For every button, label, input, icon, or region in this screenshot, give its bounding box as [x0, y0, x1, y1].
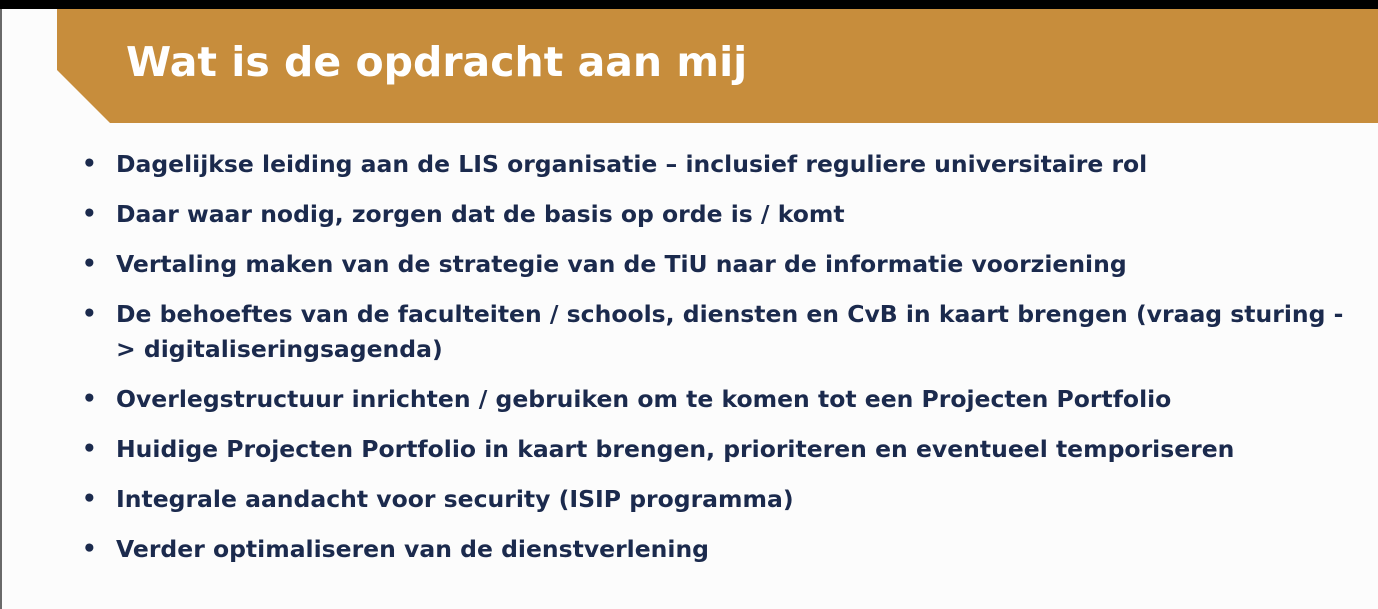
slide-left-edge — [0, 9, 2, 609]
slide-title: Wat is de opdracht aan mij — [126, 38, 748, 86]
bullet-text: Overlegstructuur inrichten / gebruiken o… — [116, 385, 1172, 413]
bullet-text: De behoeftes van de faculteiten / school… — [116, 300, 1344, 363]
bullet-text: Dagelijkse leiding aan de LIS organisati… — [116, 150, 1148, 178]
bullet-text: Daar waar nodig, zorgen dat de basis op … — [116, 200, 845, 228]
bullet-dot-icon: • — [82, 436, 97, 462]
bullet-text: Vertaling maken van de strategie van de … — [116, 250, 1127, 278]
bullet-item: • De behoeftes van de faculteiten / scho… — [82, 297, 1362, 367]
presentation-slide: Wat is de opdracht aan mij • Dagelijkse … — [0, 9, 1378, 609]
bullet-dot-icon: • — [82, 301, 97, 327]
bullet-dot-icon: • — [82, 151, 97, 177]
bullet-dot-icon: • — [82, 536, 97, 562]
bullet-dot-icon: • — [82, 251, 97, 277]
bullet-item: • Vertaling maken van de strategie van d… — [82, 247, 1362, 282]
bullet-text: Huidige Projecten Portfolio in kaart bre… — [116, 435, 1235, 463]
bullet-list: • Dagelijkse leiding aan de LIS organisa… — [82, 147, 1362, 582]
bullet-dot-icon: • — [82, 386, 97, 412]
bullet-item: • Huidige Projecten Portfolio in kaart b… — [82, 432, 1362, 467]
title-banner-shape — [57, 9, 1378, 123]
bullet-text: Verder optimaliseren van de dienstverlen… — [116, 535, 710, 563]
bullet-text: Integrale aandacht voor security (ISIP p… — [116, 485, 794, 513]
bullet-item: • Overlegstructuur inrichten / gebruiken… — [82, 382, 1362, 417]
title-banner — [57, 9, 1378, 123]
bullet-dot-icon: • — [82, 201, 97, 227]
bullet-item: • Dagelijkse leiding aan de LIS organisa… — [82, 147, 1362, 182]
bullet-item: • Integrale aandacht voor security (ISIP… — [82, 482, 1362, 517]
bullet-dot-icon: • — [82, 486, 97, 512]
bullet-item: • Daar waar nodig, zorgen dat de basis o… — [82, 197, 1362, 232]
bullet-item: • Verder optimaliseren van de dienstverl… — [82, 532, 1362, 567]
